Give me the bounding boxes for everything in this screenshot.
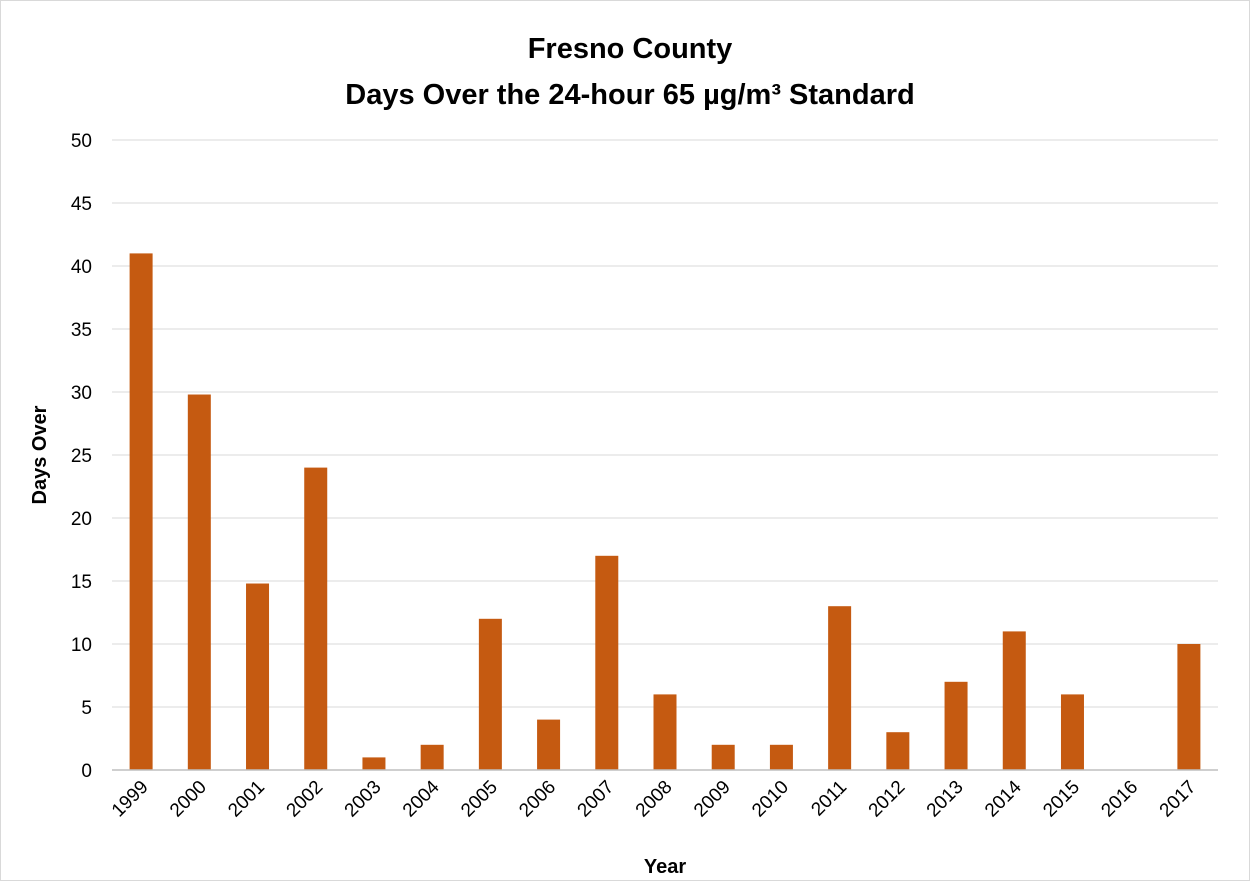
bar bbox=[769, 744, 793, 770]
bar bbox=[537, 719, 561, 770]
chart-title: Fresno County bbox=[528, 33, 733, 65]
bar bbox=[828, 606, 852, 770]
bar bbox=[420, 744, 444, 770]
y-tick-label: 50 bbox=[71, 131, 92, 152]
y-tick-label: 0 bbox=[81, 761, 92, 782]
bar bbox=[362, 757, 386, 770]
y-tick-label: 5 bbox=[81, 698, 92, 719]
bar bbox=[886, 732, 910, 770]
bar bbox=[944, 681, 968, 770]
bar bbox=[1002, 631, 1026, 770]
bar bbox=[304, 467, 328, 770]
bar bbox=[711, 744, 735, 770]
x-axis-label: Year bbox=[644, 856, 686, 878]
y-tick-label: 10 bbox=[71, 635, 92, 656]
bar bbox=[187, 394, 211, 770]
bar bbox=[595, 555, 619, 770]
bar bbox=[653, 694, 677, 770]
y-tick-label: 45 bbox=[71, 194, 92, 215]
y-tick-label: 25 bbox=[71, 446, 92, 467]
chart-subtitle: Days Over the 24-hour 65 µg/m³ Standard bbox=[345, 79, 914, 111]
bar bbox=[478, 618, 502, 770]
y-tick-label: 20 bbox=[71, 509, 92, 530]
y-tick-label: 15 bbox=[71, 572, 92, 593]
y-tick-label: 35 bbox=[71, 320, 92, 341]
y-tick-label: 30 bbox=[71, 383, 92, 404]
y-axis-label: Days Over bbox=[29, 405, 51, 504]
bar bbox=[1177, 644, 1201, 770]
bar bbox=[1060, 694, 1084, 770]
bar bbox=[129, 253, 153, 770]
bar bbox=[246, 583, 270, 770]
y-tick-label: 40 bbox=[71, 257, 92, 278]
